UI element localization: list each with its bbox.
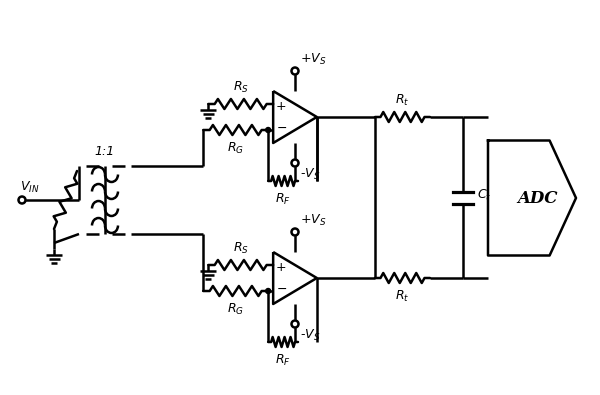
Circle shape <box>266 128 271 132</box>
Text: $R_t$: $R_t$ <box>395 93 410 108</box>
Text: +$V_S$: +$V_S$ <box>300 213 326 228</box>
Circle shape <box>292 228 299 235</box>
Text: $V_{IN}$: $V_{IN}$ <box>20 180 40 195</box>
Text: -$V_S$: -$V_S$ <box>300 167 320 182</box>
Circle shape <box>292 320 299 327</box>
Text: 1:1: 1:1 <box>95 145 115 158</box>
Text: +: + <box>276 261 286 274</box>
Text: $R_F$: $R_F$ <box>275 353 291 368</box>
Text: $C_t$: $C_t$ <box>477 188 491 203</box>
Text: $-$: $-$ <box>275 121 287 134</box>
Text: +$V_S$: +$V_S$ <box>300 52 326 67</box>
Circle shape <box>292 68 299 75</box>
Text: +: + <box>276 100 286 113</box>
Text: -$V_S$: -$V_S$ <box>300 328 320 343</box>
Circle shape <box>292 160 299 167</box>
Circle shape <box>19 196 26 203</box>
Text: $R_G$: $R_G$ <box>227 302 244 317</box>
Text: ADC: ADC <box>518 190 558 207</box>
Circle shape <box>266 288 271 293</box>
Text: $R_F$: $R_F$ <box>275 192 291 207</box>
Text: $-$: $-$ <box>275 282 287 295</box>
Text: $R_S$: $R_S$ <box>233 241 248 256</box>
Text: $R_t$: $R_t$ <box>395 289 410 304</box>
Text: $R_G$: $R_G$ <box>227 141 244 156</box>
Text: $R_S$: $R_S$ <box>233 80 248 95</box>
